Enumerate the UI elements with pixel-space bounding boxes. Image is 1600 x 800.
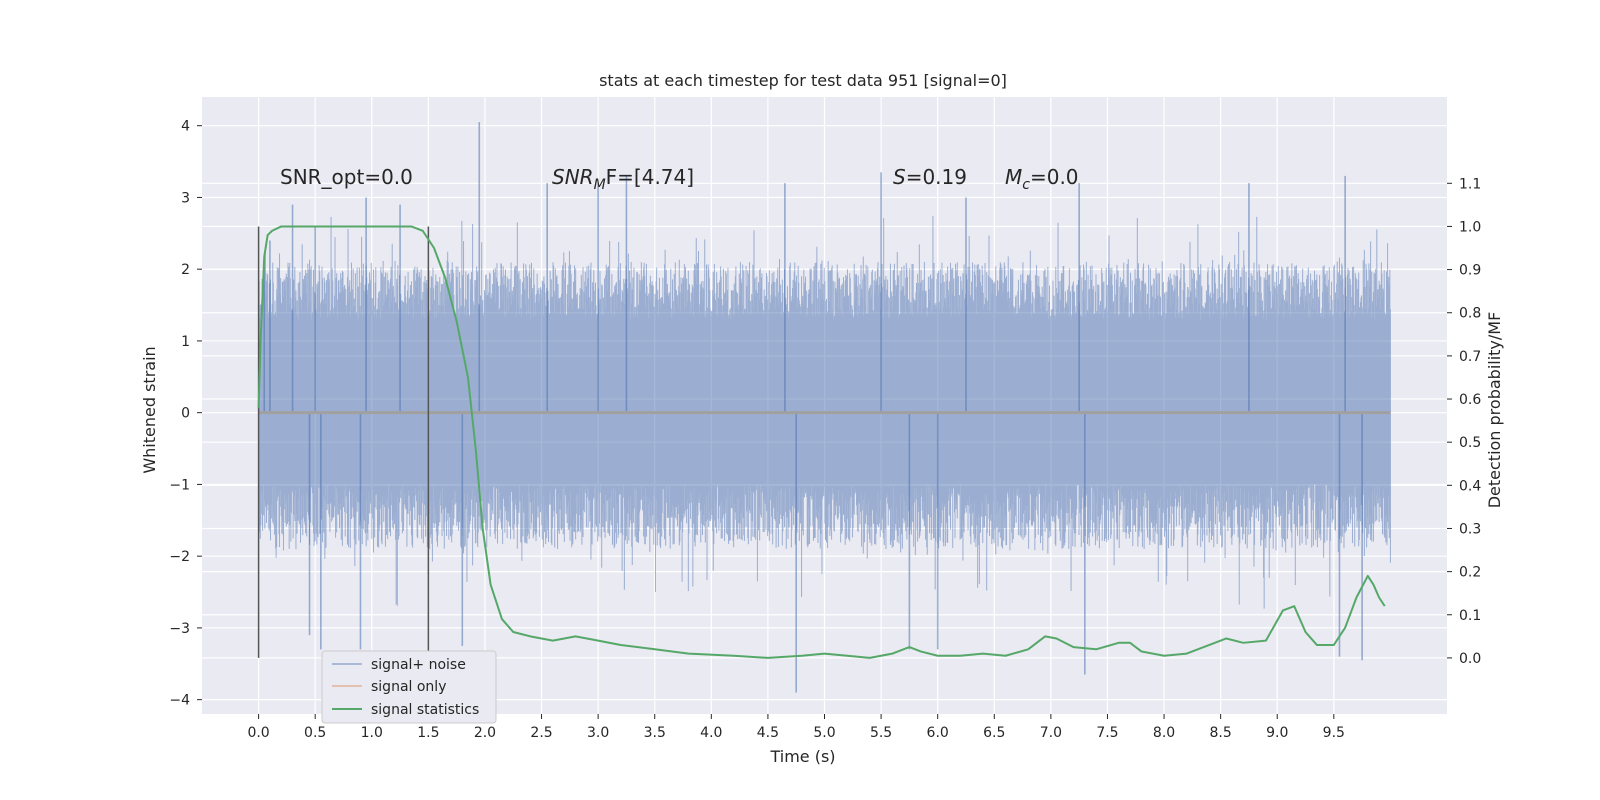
y2-tick-label: 0.8 [1459, 306, 1481, 322]
y-axis-label: Whitened strain [140, 346, 159, 473]
y2-tick-label: 1.1 [1459, 176, 1481, 192]
legend: signal+ noise signal only signal statist… [321, 650, 497, 724]
y2-tick-label: 0.2 [1459, 565, 1481, 581]
x-tick-label: 0.5 [304, 725, 326, 741]
annotation-snr-opt: SNR_opt=0.0 [280, 165, 413, 189]
y-tick-label: 0 [181, 406, 190, 422]
x-tick-label: 8.0 [1153, 725, 1175, 741]
chart-title: stats at each timestep for test data 951… [599, 71, 1007, 90]
x-tick-label: 6.5 [983, 725, 1005, 741]
legend-box [321, 650, 497, 724]
x-tick-label: 2.5 [530, 725, 552, 741]
legend-label-signal-only: signal only [371, 679, 446, 695]
signal-statistics-series [257, 225, 1386, 659]
y2-tick-label: 0.7 [1459, 349, 1481, 365]
y2-tick-label: 0.9 [1459, 263, 1481, 279]
tick-layer: 0.0 0.5 1.0 1.5 2.0 2.5 3.0 3.5 4.0 4.5 5.0 5.5 6.0 6… [169, 119, 1481, 741]
y-tick-label: −4 [169, 693, 190, 709]
y2-tick-label: 0.6 [1459, 392, 1481, 408]
x-tick-label: 7.5 [1096, 725, 1118, 741]
legend-label-signal-statistics: signal statistics [371, 702, 479, 718]
signal-statistics-line [257, 225, 1386, 659]
x-tick-label: 3.5 [644, 725, 666, 741]
x-tick-label: 1.0 [361, 725, 383, 741]
x-tick-label: 0.0 [247, 725, 269, 741]
y2-tick-label: 1.0 [1459, 219, 1481, 235]
annotation-s: S=0.19 [893, 165, 967, 189]
annotation-snr-mf: SNRMF=[4.74] [552, 165, 694, 193]
x-axis-label: Time (s) [769, 747, 835, 766]
y-tick-label: 1 [181, 334, 190, 350]
x-tick-label: 6.0 [927, 725, 949, 741]
x-tick-label: 7.0 [1040, 725, 1062, 741]
x-tick-label: 3.0 [587, 725, 609, 741]
x-tick-label: 4.5 [757, 725, 779, 741]
x-tick-label: 2.0 [474, 725, 496, 741]
signal-noise-series [258, 122, 1391, 693]
y-tick-label: −2 [169, 549, 190, 565]
y2-tick-label: 0.5 [1459, 435, 1481, 451]
y2-tick-label: 0.4 [1459, 478, 1481, 494]
x-tick-label: 4.0 [700, 725, 722, 741]
legend-label-signal-noise: signal+ noise [371, 657, 466, 673]
y-tick-label: 2 [181, 262, 190, 278]
y-tick-label: 4 [181, 119, 190, 135]
annotation-mc: Mc=0.0 [1005, 165, 1079, 193]
x-tick-label: 9.0 [1266, 725, 1288, 741]
x-tick-label: 5.0 [813, 725, 835, 741]
y-tick-label: −1 [169, 477, 190, 493]
y-tick-label: 3 [181, 190, 190, 206]
x-tick-label: 5.5 [870, 725, 892, 741]
y-tick-label: −3 [169, 621, 190, 637]
x-tick-label: 8.5 [1210, 725, 1232, 741]
y2-tick-label: 0.1 [1459, 608, 1481, 624]
x-tick-label: 1.5 [417, 725, 439, 741]
y2-axis-label: Detection probability/MF [1485, 312, 1504, 509]
x-tick-label: 9.5 [1323, 725, 1345, 741]
y2-tick-label: 0.3 [1459, 521, 1481, 537]
y2-tick-label: 0.0 [1459, 651, 1481, 667]
vertical-markers [257, 226, 430, 658]
